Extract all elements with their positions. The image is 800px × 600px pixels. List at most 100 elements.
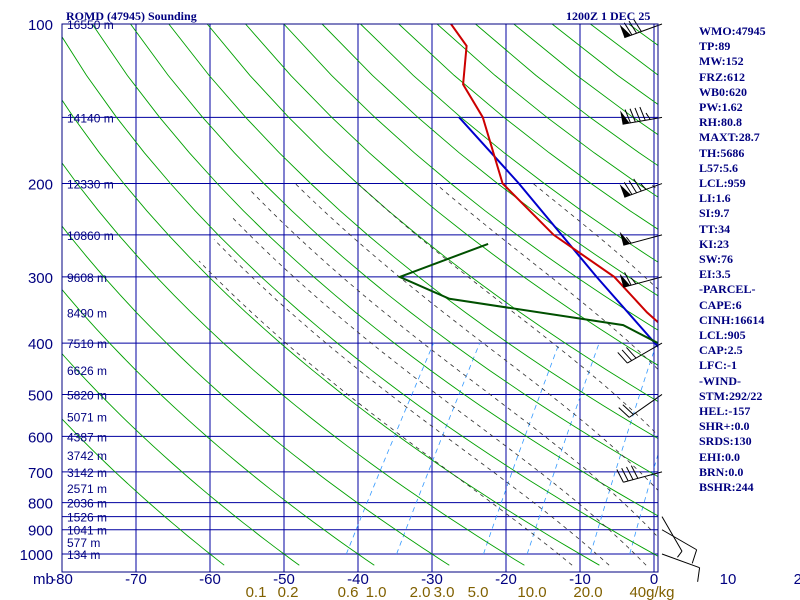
wind-barb-pennant — [619, 273, 631, 288]
wind-barb-feather — [640, 183, 647, 190]
index-item: FRZ:612 — [699, 69, 745, 84]
index-item: TH:5686 — [699, 145, 745, 160]
dry-adiabat-line — [62, 99, 600, 566]
pressure-tick-label: 500 — [28, 387, 53, 404]
temperature-tick-label: -40 — [347, 571, 369, 588]
mixing-ratio-label: 0.1 — [246, 584, 267, 600]
wind-barb-pennant — [619, 231, 631, 246]
index-item: CAPE:6 — [699, 297, 742, 312]
wind-barb-feather — [677, 550, 683, 558]
wind-barb-feather — [628, 20, 638, 34]
wind-barb-feather — [629, 108, 636, 123]
index-item: LCL:959 — [699, 176, 746, 191]
index-item: WMO:47945 — [699, 24, 766, 38]
wind-barb-staff — [661, 553, 700, 569]
index-item: KI:23 — [699, 236, 729, 251]
mixing-ratio-label: 3.0 — [434, 584, 455, 600]
pressure-unit-label: mb — [33, 571, 54, 588]
index-item: -WIND- — [699, 373, 741, 388]
height-label: 2571 m — [67, 482, 107, 496]
pressure-tick-label: 400 — [28, 336, 53, 353]
moist-adiabat-line — [294, 183, 658, 491]
pressure-tick-label: 700 — [28, 465, 53, 482]
wind-barb-staff — [623, 471, 663, 483]
moist-adiabat-line — [198, 260, 573, 566]
height-label: 12330 m — [67, 178, 114, 192]
wind-barb-pennant — [619, 184, 631, 198]
temperature-tick-label: -50 — [273, 571, 295, 588]
stability-indices-list: WMO:47945 TP:89 MW:152 FRZ:612 WB0:620 PW:1.6… — [699, 24, 766, 495]
pressure-tick-label: 300 — [28, 270, 53, 287]
temperature-trace — [450, 24, 658, 324]
wind-barb-feather — [623, 22, 633, 36]
height-label: 5071 m — [67, 410, 107, 424]
index-item: EHI:0.0 — [699, 449, 741, 464]
height-label: 4387 m — [67, 430, 107, 444]
index-item: LI:1.6 — [699, 191, 731, 206]
wind-barb — [619, 272, 663, 288]
wind-barb — [661, 516, 683, 558]
trace-layer — [397, 24, 658, 349]
wind-barb-feather — [645, 112, 651, 120]
height-label: 9608 m — [67, 271, 107, 285]
wind-barb-staff — [623, 276, 663, 288]
wind-barb-layer — [616, 19, 701, 582]
temperature-tick-label: -80 — [51, 571, 73, 588]
index-item: SHR+:0.0 — [699, 419, 750, 434]
index-item: MAXT:28.7 — [699, 130, 760, 145]
wind-barb-feather — [634, 107, 641, 122]
wind-barb-pennant — [620, 110, 630, 125]
dry-adiabat-line — [62, 225, 450, 566]
height-label: 6626 m — [67, 364, 107, 378]
pressure-tick-label: 100 — [28, 17, 53, 34]
wind-barb-feather — [633, 178, 642, 192]
index-item: L57:5.6 — [699, 160, 738, 175]
mixing-ratio-line — [629, 453, 658, 555]
wind-barb — [619, 19, 663, 39]
index-item: CINH:16614 — [699, 312, 765, 327]
temperature-tick-label: -20 — [495, 571, 517, 588]
wind-barb-feather — [626, 347, 637, 359]
pressure-tick-label: 900 — [28, 523, 53, 540]
index-item: BRN:0.0 — [699, 464, 744, 479]
wind-barb-feather — [630, 277, 637, 285]
wind-barb-feather — [622, 404, 634, 415]
index-item: SW:76 — [699, 252, 734, 267]
height-label: 2036 m — [67, 497, 107, 511]
index-item: -PARCEL- — [699, 282, 756, 297]
dry-adiabat-line — [62, 36, 658, 557]
dewpoint-trace — [397, 242, 658, 347]
grid-layer — [62, 24, 658, 572]
height-label: 3742 m — [67, 449, 107, 463]
wind-barb-feather — [625, 236, 632, 244]
dry-adiabat-line — [62, 418, 225, 566]
wind-barb-pennant — [619, 24, 631, 38]
index-item: CAP:2.5 — [699, 343, 743, 358]
plot-frame — [61, 23, 659, 573]
wind-barb-feather — [633, 19, 642, 32]
dry-adiabat-line — [168, 24, 658, 440]
wind-barb-feather — [624, 272, 632, 286]
wind-barb-feather — [697, 567, 701, 582]
wind-barb-feather — [691, 549, 698, 564]
dry-adiabat-line — [62, 288, 375, 566]
wind-barb-staff — [623, 234, 663, 246]
wind-barb-staff — [627, 342, 663, 364]
index-item: SRDS:130 — [699, 434, 752, 449]
dry-adiabat-line — [283, 24, 658, 331]
mixing-ratio-label: 1.0 — [366, 584, 387, 600]
parcel-trace — [458, 116, 658, 349]
wind-barb-staff — [661, 516, 683, 552]
index-item: LCL:905 — [699, 328, 746, 343]
index-item: WB0:620 — [699, 84, 747, 99]
wind-barb — [619, 231, 663, 246]
mixing-ratio-label: 5.0 — [468, 584, 489, 600]
dry-adiabat-line — [62, 162, 525, 566]
index-item: TP:89 — [699, 39, 731, 54]
wind-barb-feather — [616, 469, 624, 483]
mixing-ratio-label: 0.2 — [278, 584, 299, 600]
wind-barb-feather — [624, 109, 631, 124]
temperature-tick-label: -30 — [421, 571, 443, 588]
index-item: MW:152 — [699, 54, 744, 69]
